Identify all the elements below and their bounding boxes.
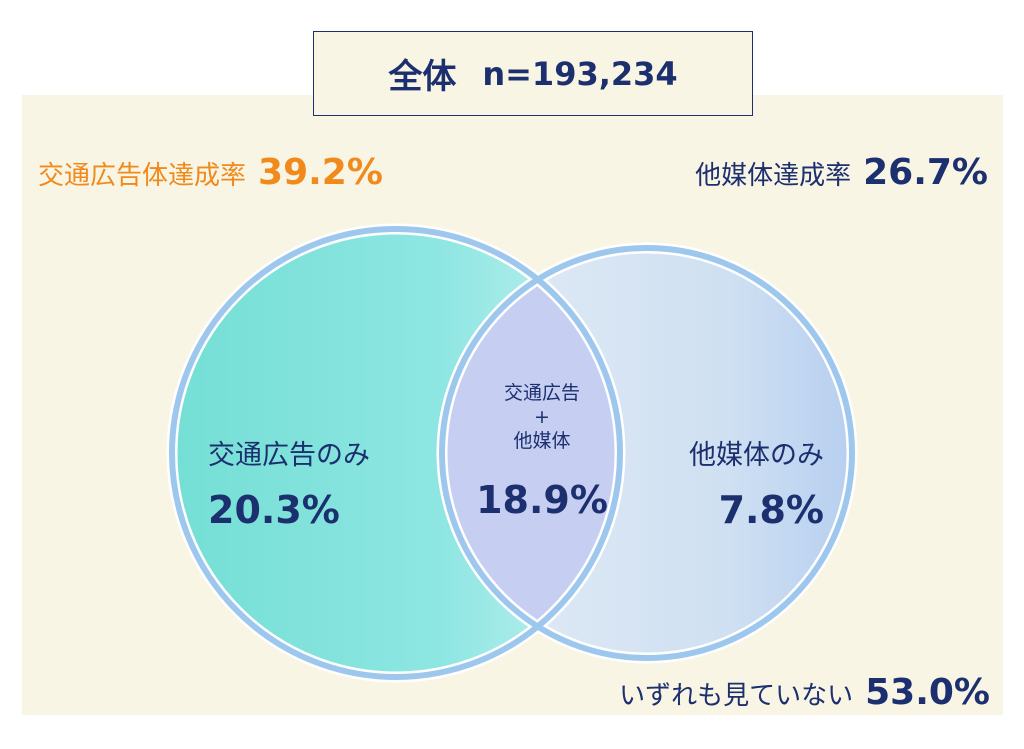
- title: 全体: [388, 57, 457, 97]
- transit-rate-text: 交通広告体達成率: [38, 161, 247, 191]
- sample-size: n=193,234: [482, 54, 678, 93]
- transit-only-value: 20.3%: [208, 488, 340, 532]
- none-rate-value: 53.0%: [865, 672, 990, 713]
- overlap-value: 18.9%: [476, 478, 608, 522]
- overlap-region-label: 交通広告 + 他媒体 18.9%: [462, 380, 622, 522]
- other-ring-inner: [439, 245, 855, 661]
- none-rate-text: いずれも見ていない: [619, 681, 854, 711]
- title-box: 全体 n=193,234: [313, 31, 753, 116]
- transit-only-region: 交通広告のみ 20.3%: [208, 433, 370, 532]
- other-only-label: 他媒体のみ: [689, 440, 824, 471]
- other-rate-text: 他媒体達成率: [695, 161, 852, 191]
- overlap-label-line2: 他媒体: [513, 430, 571, 452]
- overlap-region: [442, 248, 620, 658]
- overlap-label-line1: 交通広告: [503, 382, 580, 404]
- other-rate-label: 他媒体達成率 26.7%: [695, 152, 988, 193]
- transit-rate-value: 39.2%: [258, 152, 383, 193]
- other-rate-value: 26.7%: [863, 152, 988, 193]
- overlap-label-plus: +: [534, 406, 550, 428]
- none-rate-label: いずれも見ていない 53.0%: [619, 672, 990, 713]
- other-only-value: 7.8%: [718, 488, 824, 532]
- transit-only-label: 交通広告のみ: [208, 440, 370, 471]
- other-only-region: 他媒体のみ 7.8%: [664, 433, 824, 532]
- transit-rate-label: 交通広告体達成率 39.2%: [38, 152, 383, 193]
- transit-ring-inner: [169, 226, 623, 680]
